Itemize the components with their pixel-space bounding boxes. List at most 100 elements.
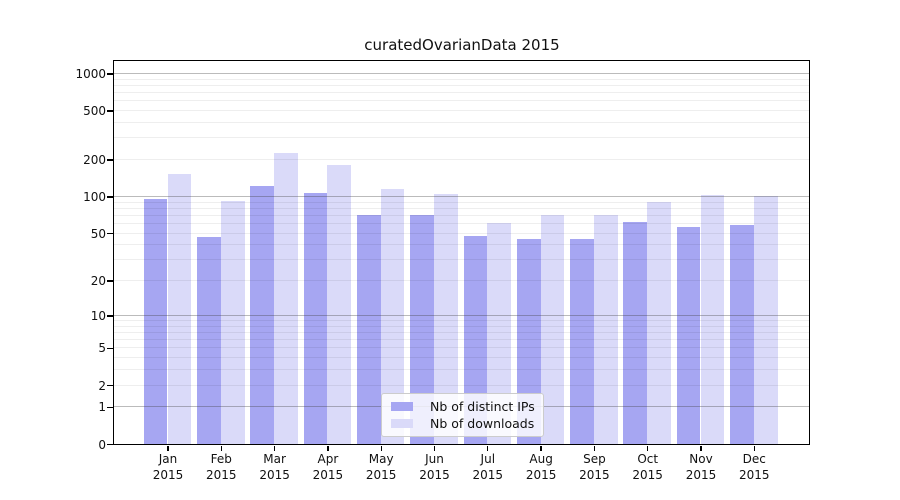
x-tick-year: 2015	[312, 467, 344, 482]
x-tick-mar	[273, 446, 276, 451]
bar-distinct-ips-jan	[143, 199, 168, 444]
x-tick-feb	[220, 446, 222, 451]
x-tick-month: Jan	[158, 452, 178, 466]
y-tick-label-0: 0	[98, 437, 106, 452]
y-tick-5	[107, 347, 113, 350]
x-tick-jun	[433, 446, 436, 451]
x-tick-label-aug: Aug 2015	[511, 452, 571, 483]
x-tick-label-oct: Oct 2015	[618, 452, 678, 483]
x-tick-year: 2015	[152, 467, 184, 482]
chart-title: curatedOvarianData 2015	[364, 36, 560, 54]
y-tick-label-10: 10	[90, 308, 106, 323]
legend-item-distinct-ips: Nb of distinct IPs	[391, 398, 535, 414]
bar-distinct-ips-sep	[570, 238, 594, 444]
x-tick-month: Jul	[480, 452, 496, 466]
x-tick-oct	[647, 446, 649, 451]
x-tick-aug	[540, 446, 542, 451]
x-tick-year: 2015	[685, 467, 717, 482]
x-tick-label-mar: Mar 2015	[245, 452, 305, 483]
x-tick-label-apr: Apr 2015	[298, 452, 358, 483]
bar-distinct-ips-feb	[197, 237, 221, 444]
x-tick-year: 2015	[632, 467, 663, 482]
bar-downloads-aug	[540, 214, 565, 444]
y-tick-label-1: 1	[98, 400, 106, 415]
x-tick-month: Nov	[689, 452, 713, 466]
bar-distinct-ips-aug	[516, 238, 541, 444]
x-tick-year: 2015	[472, 467, 504, 482]
x-tick-month: Oct	[637, 452, 659, 466]
bar-downloads-apr	[327, 165, 352, 444]
x-tick-label-dec: Dec 2015	[724, 452, 784, 483]
bar-downloads-oct	[647, 202, 671, 444]
x-tick-may	[380, 446, 382, 451]
x-tick-apr	[327, 446, 329, 451]
x-tick-label-sep: Sep 2015	[564, 452, 624, 483]
x-tick-label-jun: Jun 2015	[405, 452, 465, 483]
x-tick-month: May	[368, 452, 394, 466]
plot-area	[113, 60, 810, 445]
bar-downloads-dec	[753, 196, 778, 444]
bar-distinct-ips-nov	[676, 227, 701, 444]
bar-distinct-ips-jul	[463, 236, 488, 444]
x-tick-nov	[700, 446, 702, 451]
bar-downloads-jun	[434, 193, 458, 444]
x-tick-month: Jun	[425, 452, 444, 466]
bar-distinct-ips-dec	[730, 225, 754, 444]
x-tick-year: 2015	[365, 467, 397, 482]
y-tick-500	[107, 110, 113, 112]
bar-downloads-nov	[700, 195, 725, 444]
bar-downloads-may	[380, 189, 405, 444]
legend-label-distinct-ips: Nb of distinct IPs	[430, 398, 535, 414]
y-tick-50	[107, 232, 113, 235]
x-tick-year: 2015	[739, 467, 770, 482]
y-tick-label-2: 2	[98, 378, 106, 393]
x-tick-month: Mar	[263, 452, 286, 466]
bar-distinct-ips-apr	[303, 192, 328, 444]
x-tick-year: 2015	[419, 467, 450, 482]
x-tick-label-may: May 2015	[351, 452, 411, 483]
y-tick-1000	[107, 73, 113, 75]
y-tick-label-5: 5	[98, 341, 106, 356]
x-tick-sep	[593, 446, 596, 451]
y-tick-20	[107, 280, 113, 282]
x-tick-month: Feb	[210, 452, 232, 466]
x-tick-jul	[487, 446, 489, 451]
legend: Nb of distinct IPs Nb of downloads	[381, 393, 544, 437]
bar-distinct-ips-oct	[623, 221, 648, 444]
y-tick-0	[107, 443, 113, 446]
legend-item-downloads: Nb of downloads	[391, 416, 534, 431]
y-tick-label-50: 50	[90, 226, 106, 241]
y-tick-2	[107, 384, 113, 387]
x-tick-month: Sep	[583, 452, 606, 466]
x-tick-month: Dec	[742, 452, 766, 466]
y-tick-100	[107, 196, 113, 198]
x-tick-label-nov: Nov 2015	[671, 452, 731, 483]
legend-swatch-downloads	[391, 419, 413, 429]
bar-distinct-ips-jun	[410, 214, 434, 444]
y-tick-200	[107, 159, 113, 161]
legend-swatch-distinct-ips	[391, 401, 413, 411]
y-tick-label-100: 100	[83, 189, 106, 204]
y-tick-label-200: 200	[83, 153, 106, 167]
bar-distinct-ips-may	[356, 215, 381, 444]
y-tick-label-500: 500	[83, 104, 106, 119]
y-tick-1	[107, 406, 113, 408]
x-tick-label-jan: Jan 2015	[138, 452, 198, 483]
x-tick-jan	[167, 446, 169, 451]
bar-distinct-ips-mar	[250, 185, 275, 444]
bars-layer	[114, 61, 809, 444]
x-tick-label-feb: Feb 2015	[191, 452, 251, 483]
bar-downloads-jan	[167, 173, 192, 444]
bar-downloads-jul	[487, 222, 512, 444]
x-tick-year: 2015	[525, 467, 557, 482]
x-tick-month: Apr	[317, 452, 339, 466]
x-tick-label-jul: Jul 2015	[458, 452, 518, 483]
x-tick-year: 2015	[206, 467, 237, 482]
bar-downloads-sep	[593, 214, 618, 444]
x-tick-month: Aug	[529, 452, 553, 466]
bar-downloads-mar	[274, 152, 298, 444]
legend-label-downloads: Nb of downloads	[430, 416, 535, 432]
y-tick-label-1000: 1000	[75, 66, 106, 81]
x-tick-year: 2015	[259, 467, 290, 482]
